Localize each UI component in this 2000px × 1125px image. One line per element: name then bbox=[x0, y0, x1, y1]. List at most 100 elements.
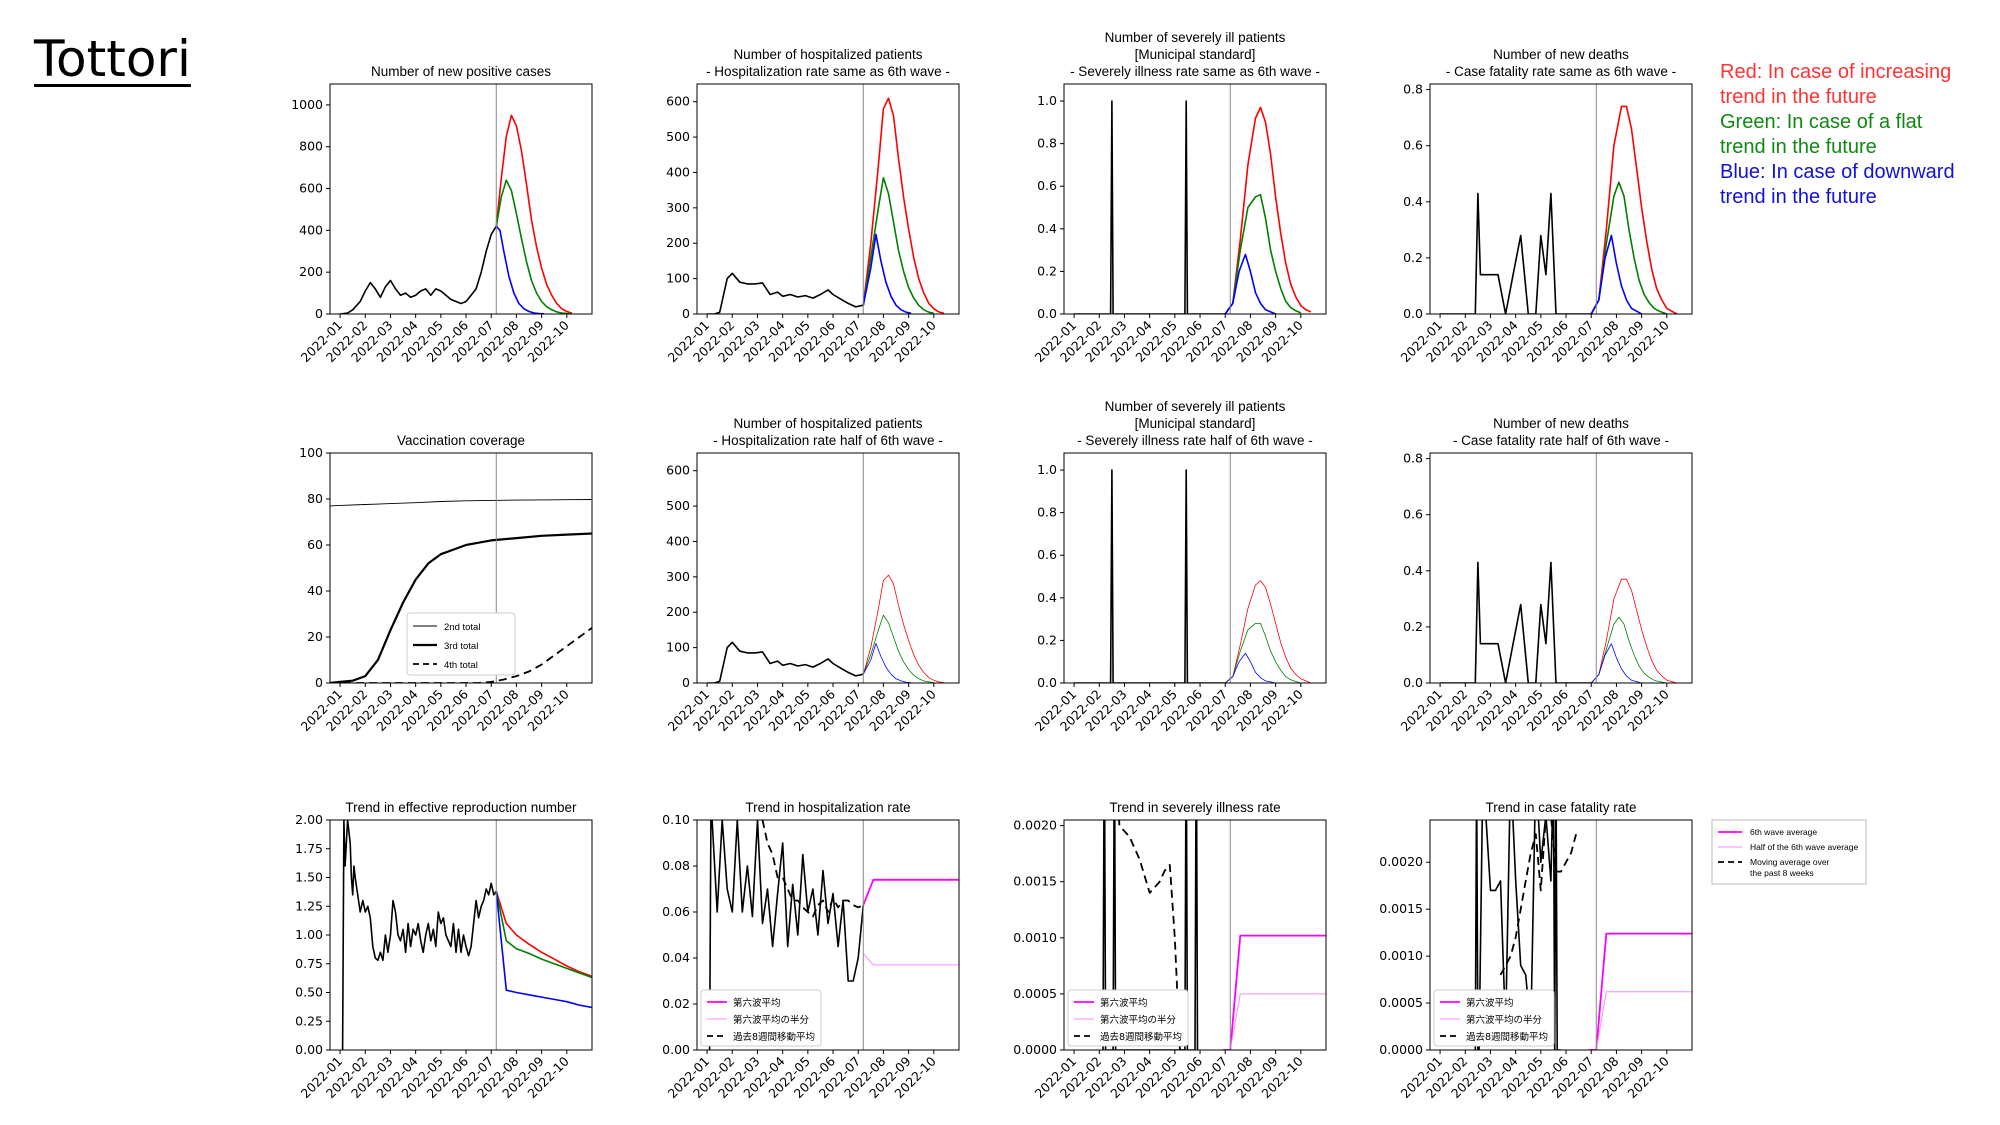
y-tick-label: 0.0015 bbox=[1013, 874, 1057, 889]
y-tick-label: 200 bbox=[666, 604, 690, 619]
series-line-black bbox=[1118, 820, 1185, 1050]
chart-title-line: Trend in hospitalization rate bbox=[745, 800, 910, 815]
chart-hrate: Trend in hospitalization rate 0.00 0.02 0.0… bbox=[662, 800, 960, 1101]
series-line-black bbox=[1474, 820, 1561, 1050]
chart-cases: Number of new positive cases 0 200 400 600 80… bbox=[291, 64, 593, 365]
plot-frame bbox=[696, 452, 960, 684]
y-tick-label: 0 bbox=[682, 675, 690, 690]
y-tick-label: 0.0010 bbox=[1379, 948, 1423, 963]
chart-title-line: Number of new deaths bbox=[1493, 47, 1629, 62]
y-tick-label: 0.00 bbox=[295, 1042, 323, 1057]
chart-title-line: - Hospitalization rate half of 6th wave … bbox=[713, 433, 943, 448]
y-tick-label: 0.6 bbox=[1403, 138, 1423, 153]
y-tick-label: 0.4 bbox=[1403, 563, 1423, 578]
series-line-black bbox=[330, 499, 592, 507]
chart-hosp6: Number of hospitalized patients - Hospita… bbox=[665, 47, 960, 365]
series-line-red bbox=[495, 114, 573, 314]
jp-legend-label: 第六波平均 bbox=[733, 997, 781, 1009]
series-line-blue bbox=[1590, 643, 1642, 683]
series-line-green bbox=[1590, 616, 1667, 683]
y-tick-label: 0.0005 bbox=[1013, 986, 1057, 1001]
plot-frame bbox=[329, 819, 593, 1051]
y-tick-label: 0.8 bbox=[1037, 136, 1057, 151]
series-line-magenta bbox=[1588, 932, 1692, 1050]
chart-vax: Vaccination coverage0204060801002022-012… bbox=[298, 433, 593, 734]
y-tick-label: 80 bbox=[307, 491, 323, 506]
series-line-blue bbox=[862, 233, 912, 314]
chart-title-line: - Case fatality rate half of 6th wave - bbox=[1453, 433, 1669, 448]
chart-frate: Trend in case fatality rate 0.0000 0.0005 0… bbox=[1379, 800, 1693, 1101]
y-tick-label: 0.08 bbox=[662, 858, 690, 873]
plot-frame bbox=[1063, 452, 1327, 684]
y-tick-label: 0.00 bbox=[662, 1042, 690, 1057]
chart-title-line: Number of new positive cases bbox=[371, 64, 551, 79]
series-line-red bbox=[1224, 580, 1312, 683]
y-tick-label: 1000 bbox=[291, 97, 323, 112]
chart-title-line: Vaccination coverage bbox=[397, 433, 525, 448]
y-tick-label: 1.50 bbox=[295, 870, 323, 885]
jp-legend-box bbox=[1067, 989, 1189, 1047]
y-tick-label: 20 bbox=[307, 629, 323, 644]
y-tick-label: 100 bbox=[299, 445, 323, 460]
y-tick-label: 0.0000 bbox=[1379, 1042, 1423, 1057]
jp-legend-label: 第六波平均 bbox=[1100, 997, 1148, 1009]
plot-frame bbox=[696, 83, 960, 315]
plot-frame bbox=[1429, 819, 1693, 1051]
y-tick-label: 0.50 bbox=[295, 985, 323, 1000]
prefecture-title: Tottori bbox=[34, 30, 191, 88]
chart-title-line: Number of hospitalized patients bbox=[733, 47, 922, 62]
side-legend-label: Moving average over bbox=[1750, 857, 1830, 867]
y-tick-label: 0.8 bbox=[1403, 451, 1423, 466]
y-tick-label: 0.25 bbox=[295, 1013, 323, 1028]
y-tick-label: 0.0020 bbox=[1013, 818, 1057, 833]
side-legend-label: the past 8 weeks bbox=[1750, 868, 1814, 878]
chart-rt: Trend in effective reproduction number 0.… bbox=[295, 800, 593, 1101]
jp-legend-label: 第六波平均の半分 bbox=[1466, 1014, 1543, 1026]
series-line-magenta bbox=[862, 878, 959, 906]
y-tick-label: 0.2 bbox=[1037, 632, 1057, 647]
y-tick-label: 0.4 bbox=[1037, 221, 1057, 236]
y-tick-label: 0 bbox=[682, 306, 690, 321]
vax-legend-label: 3rd total bbox=[444, 641, 478, 652]
chart-title-line: [Municipal standard] bbox=[1135, 47, 1256, 62]
chart-severe6: Number of severely ill patients [Municipa… bbox=[1032, 30, 1327, 365]
series-line-black bbox=[1440, 192, 1592, 314]
side-legend-label: 6th wave average bbox=[1750, 827, 1817, 837]
y-tick-label: 300 bbox=[666, 569, 690, 584]
series-line-magenta bbox=[1222, 934, 1326, 1050]
chart-title-line: Number of severely ill patients bbox=[1105, 399, 1286, 414]
y-tick-label: 0.2 bbox=[1403, 619, 1423, 634]
chart-title-line: Trend in severely illness rate bbox=[1109, 800, 1280, 815]
y-tick-label: 0.8 bbox=[1037, 505, 1057, 520]
series-line-blue bbox=[1590, 234, 1642, 314]
series-line-red bbox=[1590, 578, 1678, 683]
chart-deaths6: Number of new deaths - Case fatality rate… bbox=[1398, 47, 1693, 365]
series-line-blue bbox=[1224, 253, 1276, 314]
y-tick-label: 0.0 bbox=[1403, 306, 1423, 321]
series-line-blue bbox=[495, 225, 545, 314]
jp-legend-label: 過去8週間移動平均 bbox=[1100, 1031, 1182, 1043]
series-line-black bbox=[1074, 100, 1226, 314]
series-line-red bbox=[1590, 105, 1678, 314]
series-line-red bbox=[862, 574, 944, 683]
plot-frame bbox=[329, 83, 593, 315]
jp-legend-label: 第六波平均の半分 bbox=[733, 1014, 810, 1026]
y-tick-label: 0.06 bbox=[662, 904, 690, 919]
y-tick-label: 0.6 bbox=[1037, 178, 1057, 193]
chart-hospH: Number of hospitalized patients - Hospita… bbox=[665, 416, 960, 734]
side-legend-label: Half of the 6th wave average bbox=[1750, 842, 1858, 852]
y-tick-label: 400 bbox=[666, 164, 690, 179]
y-tick-label: 0.0005 bbox=[1379, 995, 1423, 1010]
y-tick-label: 2.00 bbox=[295, 812, 323, 827]
series-line-pink bbox=[1229, 993, 1326, 1050]
y-tick-label: 0.0020 bbox=[1379, 854, 1423, 869]
legend-blue-line2: trend in the future bbox=[1720, 186, 1877, 208]
series-line-pink bbox=[1595, 991, 1692, 1050]
series-line-red bbox=[1224, 106, 1312, 314]
chart-srate: Trend in severely illness rate 0.0000 0.00… bbox=[1013, 800, 1327, 1101]
y-tick-label: 600 bbox=[666, 463, 690, 478]
plot-frame bbox=[696, 819, 960, 1051]
y-tick-label: 60 bbox=[307, 537, 323, 552]
chart-deathsH: Number of new deaths - Case fatality rate… bbox=[1398, 416, 1693, 734]
chart-title-line: Trend in case fatality rate bbox=[1485, 800, 1636, 815]
